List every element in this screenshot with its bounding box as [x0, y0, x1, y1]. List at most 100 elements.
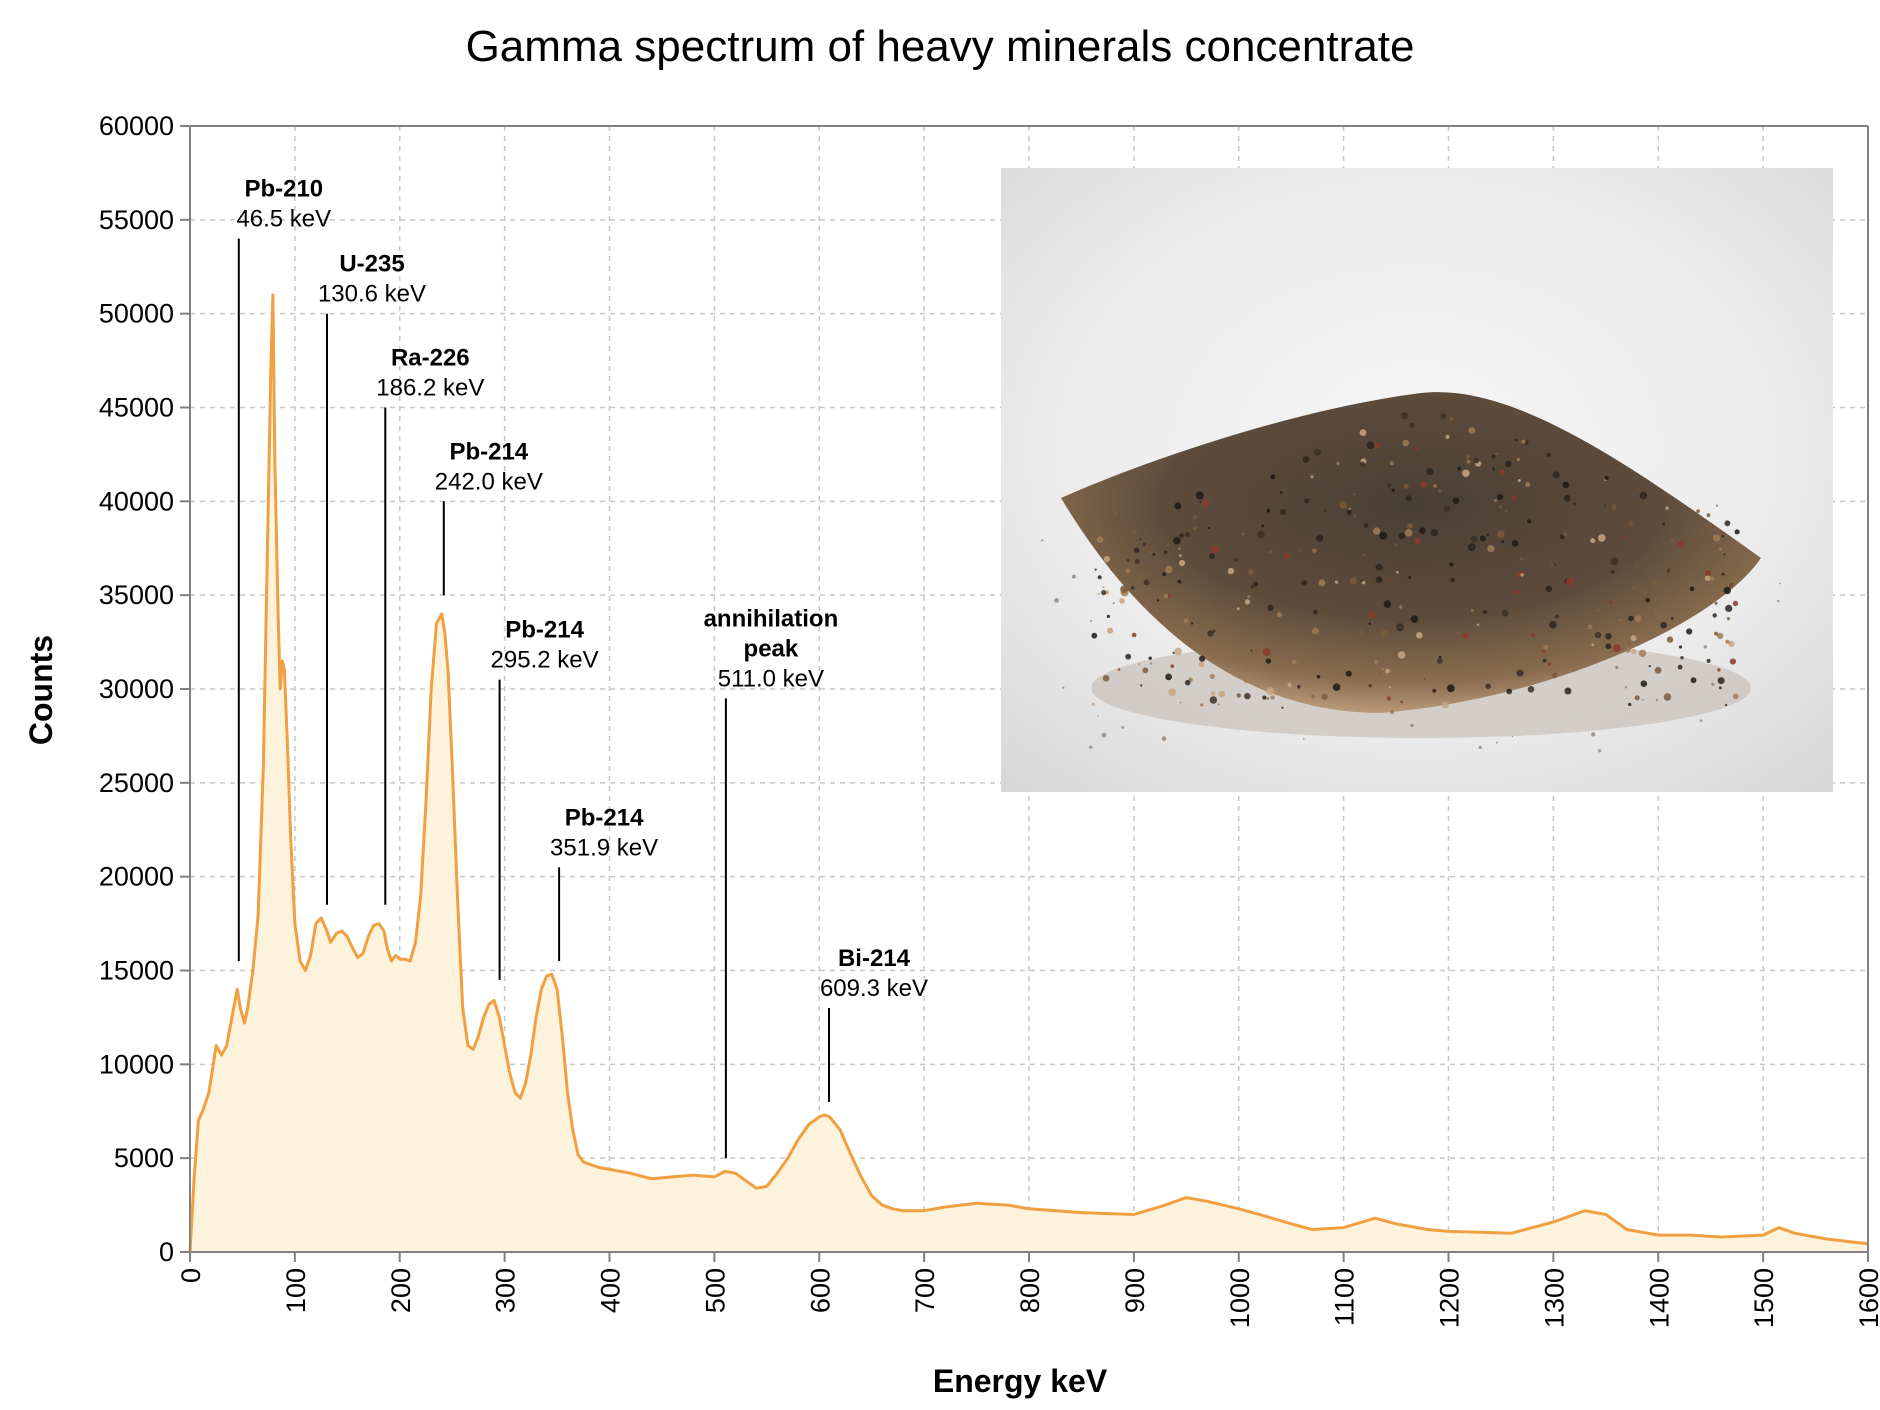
sand-grain: [1603, 504, 1606, 507]
peak-name-label: Pb-214: [565, 804, 644, 831]
sand-grain: [1729, 583, 1734, 588]
y-tick-label: 25000: [99, 768, 174, 798]
x-tick-label: 600: [805, 1268, 835, 1313]
sand-grain: [1563, 494, 1571, 502]
sand-grain: [1200, 703, 1204, 707]
sand-grain: [1143, 579, 1150, 586]
sand-grain: [1452, 497, 1460, 505]
sand-grain: [1094, 568, 1097, 571]
sand-grain: [1553, 563, 1556, 566]
sand-grain: [1382, 667, 1385, 671]
sand-grain: [1487, 545, 1495, 553]
sand-grain: [1396, 623, 1405, 632]
sand-grain: [1267, 604, 1274, 611]
scattered-grain: [1114, 511, 1119, 516]
sand-grain: [1373, 659, 1379, 665]
sand-grain: [1373, 527, 1381, 535]
peak-name-label: Pb-210: [244, 176, 323, 203]
sand-grain: [1349, 577, 1357, 585]
scattered-grain: [1598, 749, 1602, 753]
sand-grain: [1712, 613, 1717, 618]
peak-energy-label: 186.2 keV: [376, 375, 484, 402]
scattered-grain: [1041, 539, 1044, 542]
sand-grain: [1130, 586, 1135, 590]
sand-grain: [1102, 675, 1110, 682]
scattered-grain: [1298, 548, 1302, 553]
sand-grain: [1610, 557, 1619, 566]
sand-grain: [1210, 691, 1216, 696]
sand-grain: [1462, 469, 1470, 478]
scattered-grain: [1193, 515, 1198, 520]
sand-grain: [1712, 534, 1721, 542]
x-tick-label: 1300: [1539, 1268, 1569, 1328]
scattered-grain: [1487, 521, 1489, 524]
sand-grain: [1152, 553, 1156, 556]
y-tick-label: 10000: [99, 1049, 174, 1079]
sand-grain: [1375, 563, 1383, 571]
sand-grain: [1470, 535, 1478, 543]
sand-grain: [1559, 534, 1565, 540]
sand-grain: [1386, 577, 1389, 581]
sand-pile: [1061, 392, 1761, 713]
sand-grain: [1414, 446, 1419, 450]
sand-grain: [1269, 550, 1272, 554]
scattered-grain: [1310, 694, 1316, 699]
sand-grain: [1391, 488, 1395, 493]
sand-grain: [1380, 629, 1389, 637]
sand-grain: [1723, 553, 1726, 556]
sand-grain: [1690, 677, 1697, 684]
sand-grain: [1209, 553, 1215, 559]
scattered-grain: [1711, 682, 1715, 686]
sand-grain: [1402, 439, 1410, 447]
scattered-grain: [1498, 505, 1503, 509]
sand-grain: [1179, 554, 1182, 557]
x-tick-label: 1000: [1225, 1268, 1255, 1328]
y-tick-label: 35000: [99, 580, 174, 610]
sand-grain: [1590, 538, 1596, 544]
sand-grain: [1218, 690, 1225, 698]
sand-grain: [1407, 523, 1413, 529]
sand-grain: [1466, 454, 1470, 459]
sand-grain: [1631, 648, 1637, 655]
sand-grain: [1734, 529, 1740, 535]
sand-grain: [1517, 672, 1520, 676]
scattered-grain: [1655, 698, 1659, 702]
sand-grain: [1140, 684, 1143, 687]
sand-grain: [1193, 526, 1197, 530]
peak-name-label: annihilation: [704, 605, 839, 632]
sand-grain: [1541, 649, 1546, 654]
sand-grain: [1117, 668, 1121, 671]
sand-grain: [1134, 547, 1140, 553]
sand-grain: [1628, 615, 1634, 622]
sand-grain: [1091, 702, 1096, 706]
sand-grain: [1301, 580, 1307, 586]
sand-grain: [1546, 452, 1551, 457]
sand-grain: [1613, 644, 1621, 652]
sand-grain: [1587, 624, 1593, 630]
sand-grain: [1542, 658, 1547, 663]
sand-grain: [1400, 700, 1403, 704]
sand-grain: [1612, 505, 1617, 510]
sand-grain: [1353, 493, 1356, 496]
sand-grain: [1551, 672, 1558, 679]
sand-grain: [1131, 529, 1137, 535]
sand-grain: [1605, 643, 1612, 650]
sand-grain: [1345, 670, 1352, 677]
sand-grain: [1096, 536, 1104, 544]
sand-grain: [1625, 647, 1631, 653]
sand-grain: [1549, 621, 1557, 629]
sand-grain: [1468, 427, 1476, 434]
sand-grain: [1486, 533, 1489, 536]
sand-grain: [1630, 635, 1637, 642]
sand-grain: [1440, 413, 1447, 420]
peak-energy-label: 295.2 keV: [491, 647, 599, 674]
scattered-grain: [1096, 715, 1099, 717]
sand-grain: [1234, 557, 1239, 562]
sand-grain: [1321, 693, 1328, 700]
sand-grain: [1266, 697, 1270, 700]
sand-grain: [1470, 609, 1474, 612]
sand-grain: [1250, 585, 1254, 589]
x-axis-title: Energy keV: [933, 1363, 1108, 1399]
sand-grain: [1220, 602, 1223, 605]
sand-grain: [1167, 594, 1172, 598]
